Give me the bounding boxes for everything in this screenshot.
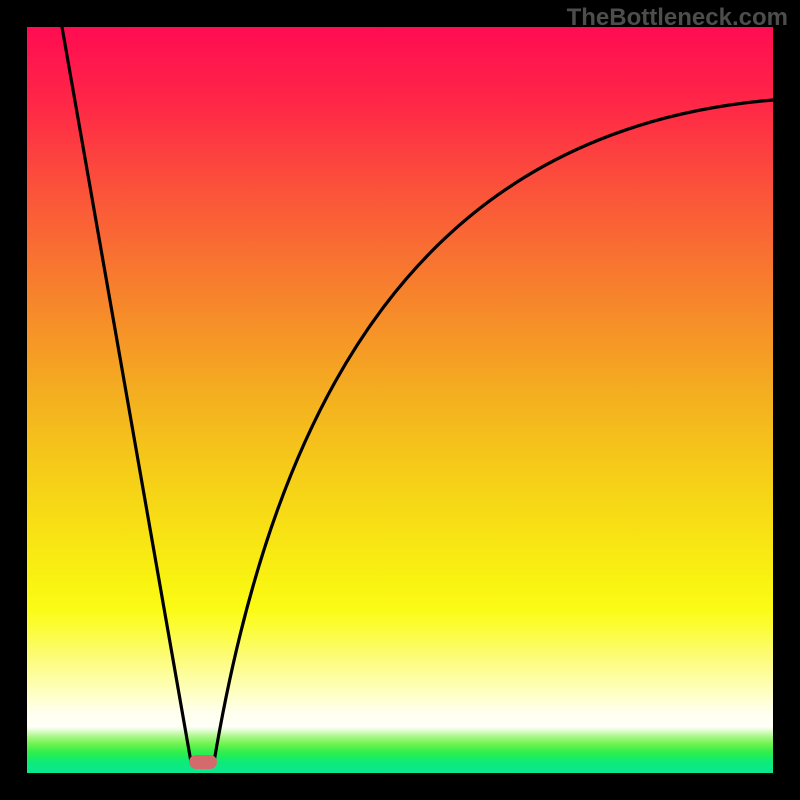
chart-container: TheBottleneck.com (0, 0, 800, 800)
watermark-text: TheBottleneck.com (567, 4, 788, 32)
chart-plot-area (27, 27, 773, 773)
chart-svg (0, 0, 800, 800)
bottleneck-marker (189, 755, 217, 769)
